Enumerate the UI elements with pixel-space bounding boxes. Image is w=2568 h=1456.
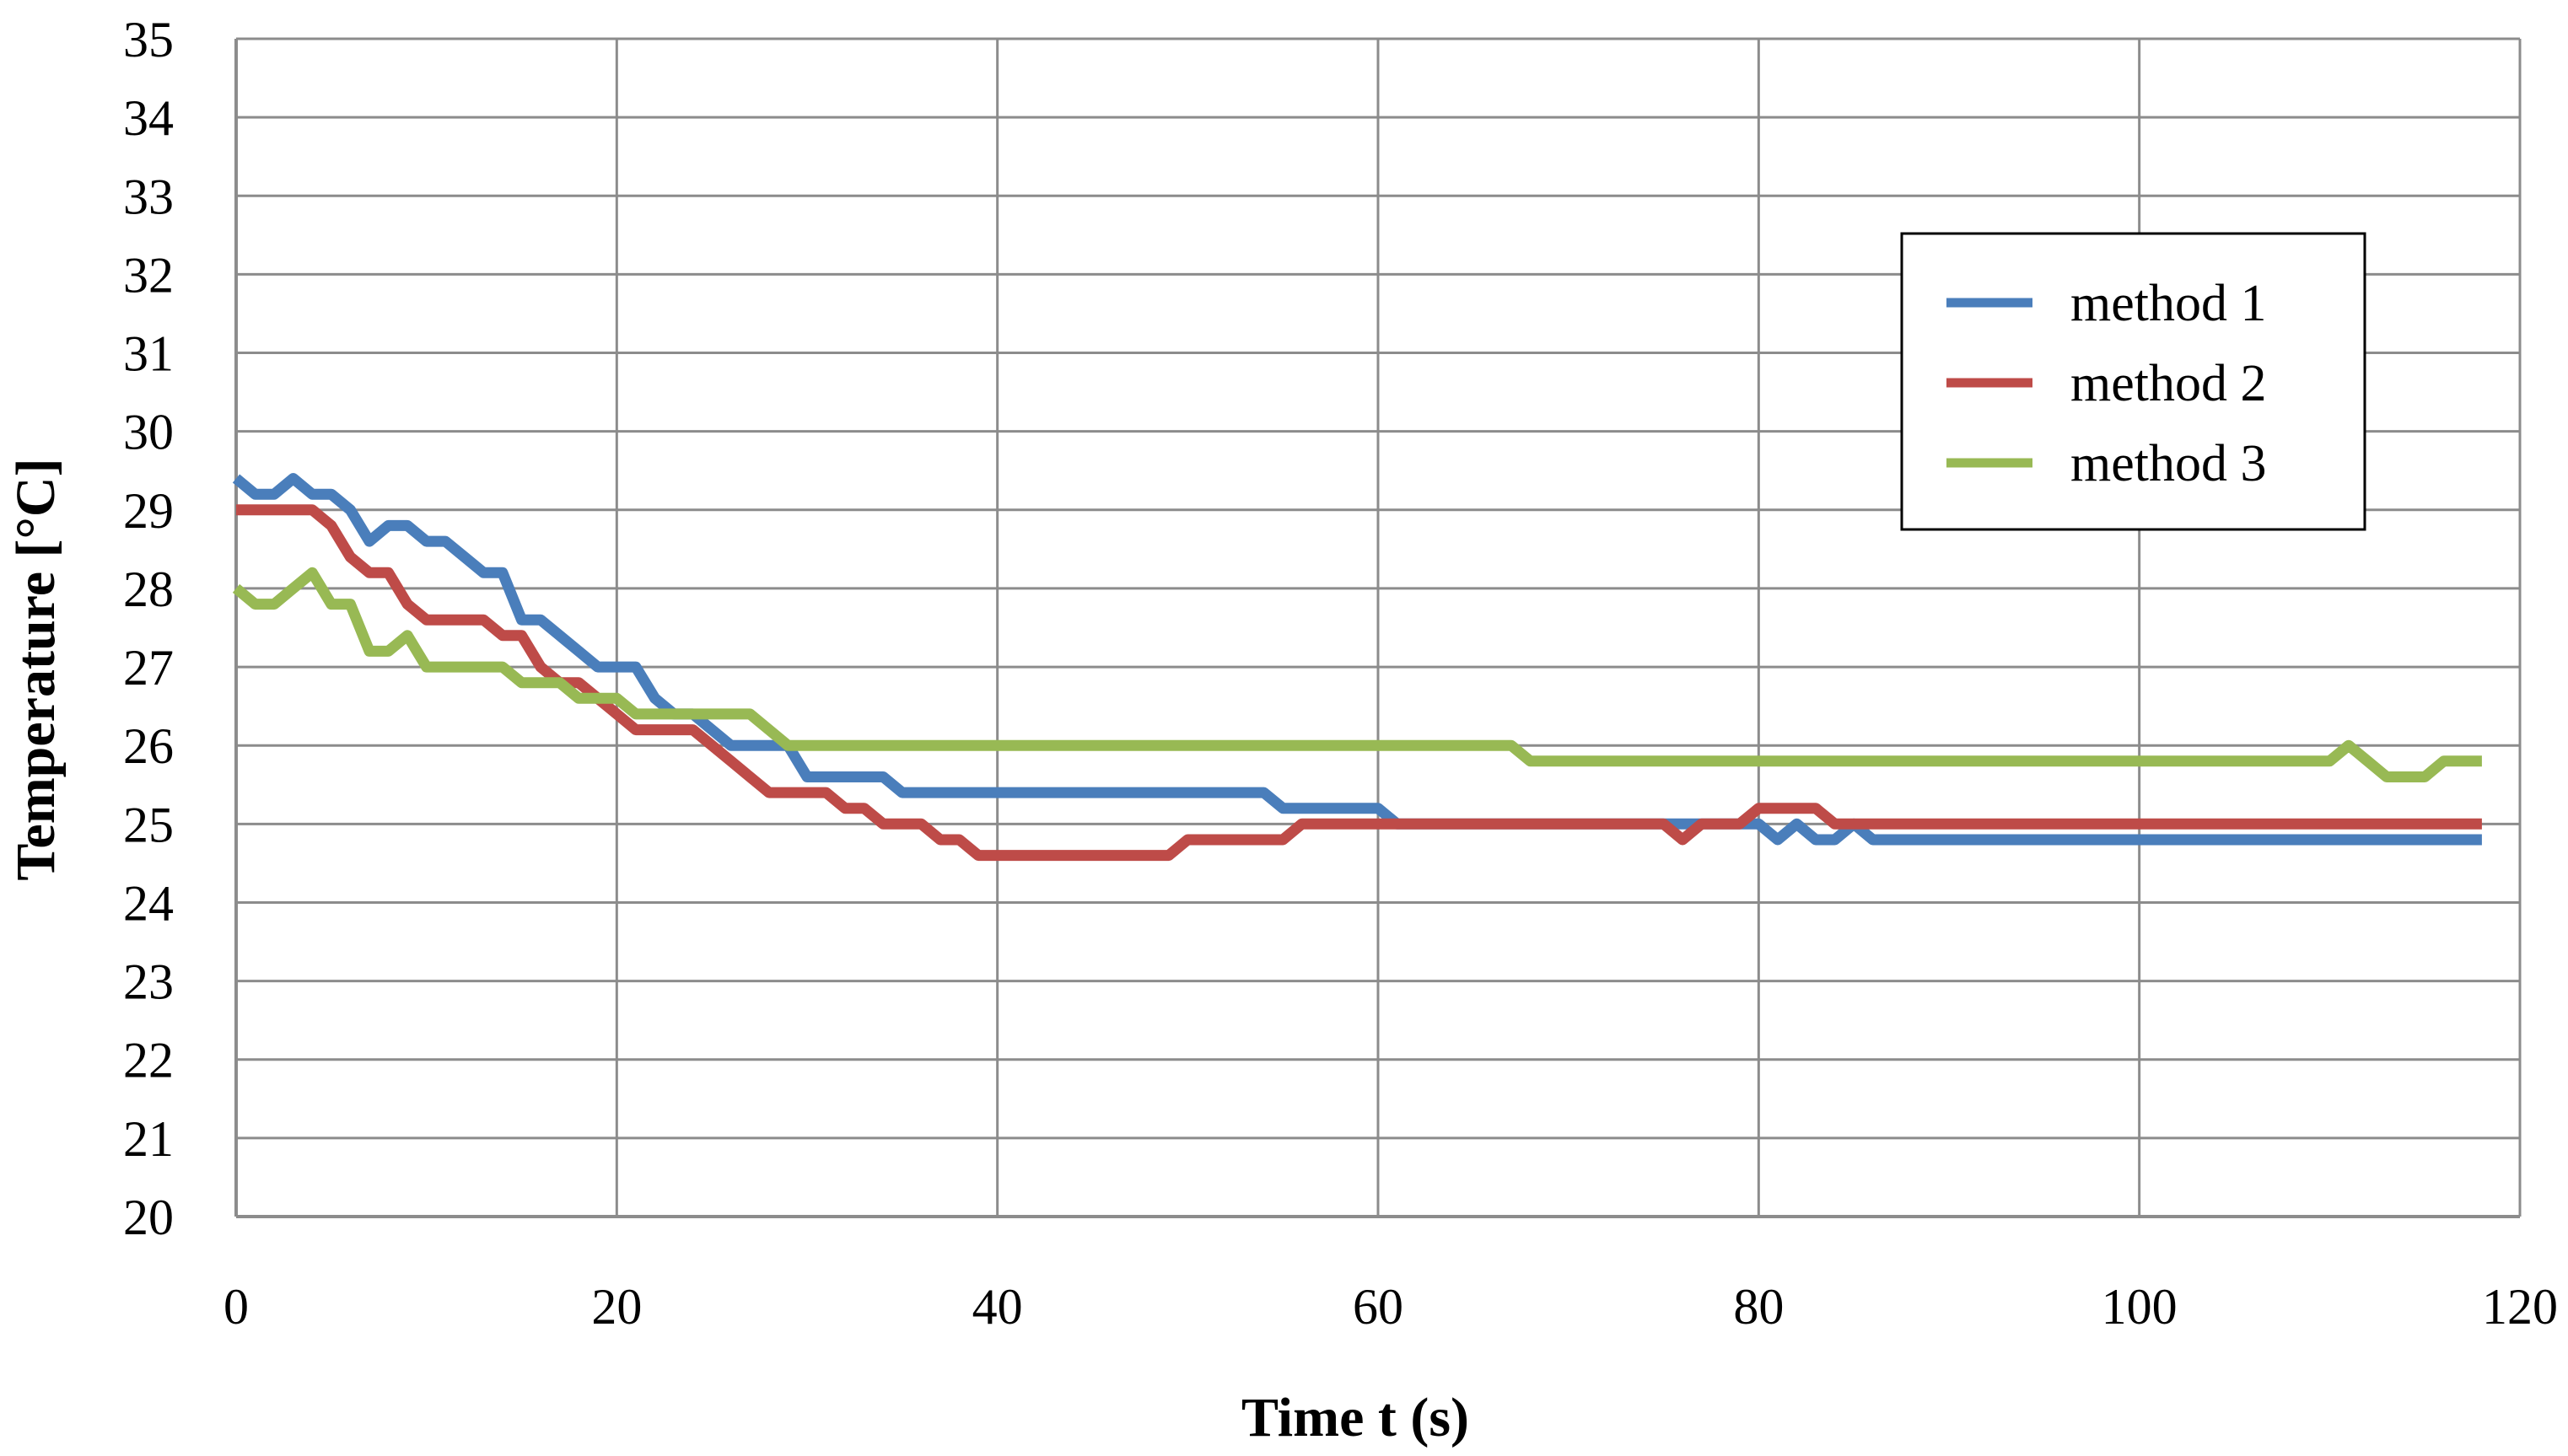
x-tick-label: 80 <box>1733 1279 1784 1335</box>
x-tick-label: 0 <box>223 1279 249 1335</box>
y-tick-label: 27 <box>123 640 174 696</box>
y-tick-label: 29 <box>123 483 174 539</box>
y-tick-label: 25 <box>123 797 174 852</box>
x-tick-label: 20 <box>591 1279 642 1335</box>
y-axis-ticks: 20 21 22 23 24 25 26 27 28 29 30 31 32 33 34 35 <box>123 12 174 1245</box>
y-tick-label: 33 <box>123 169 174 224</box>
y-tick-label: 20 <box>123 1190 174 1245</box>
series-line-method-2 <box>236 504 2482 862</box>
legend: method 1 method 2 method 3 <box>1900 232 2366 531</box>
y-tick-label: 22 <box>123 1033 174 1088</box>
y-tick-label: 28 <box>123 561 174 617</box>
x-tick-label: 100 <box>2102 1279 2178 1335</box>
series-line-method-1 <box>232 473 2482 846</box>
y-tick-label: 24 <box>123 875 174 931</box>
x-axis-title: Time t (s) <box>1241 1387 1469 1448</box>
y-tick-label: 21 <box>123 1111 174 1167</box>
grid <box>234 37 2522 1218</box>
y-tick-label: 34 <box>123 90 174 146</box>
x-tick-label: 60 <box>1353 1279 1403 1335</box>
y-tick-label: 31 <box>123 326 174 382</box>
y-tick-label: 26 <box>123 718 174 774</box>
legend-label: method 1 <box>2070 275 2266 332</box>
legend-label: method 2 <box>2070 355 2266 412</box>
series-line-method-3 <box>232 567 2482 782</box>
x-tick-label: 40 <box>972 1279 1023 1335</box>
y-tick-label: 30 <box>123 405 174 460</box>
y-tick-label: 23 <box>123 954 174 1010</box>
y-tick-label: 35 <box>123 12 174 67</box>
y-tick-label: 32 <box>123 247 174 303</box>
x-tick-label: 120 <box>2482 1279 2558 1335</box>
y-axis-title: Temperature [°C] <box>5 458 67 880</box>
series-lines <box>232 473 2482 862</box>
legend-label: method 3 <box>2070 435 2266 492</box>
x-axis-ticks: 0 20 40 60 80 100 120 <box>223 1279 2558 1335</box>
